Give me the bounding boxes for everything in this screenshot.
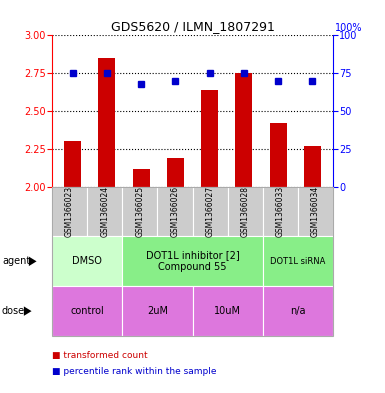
Text: GSM1366033: GSM1366033 xyxy=(276,186,285,237)
Bar xyxy=(132,169,150,187)
Polygon shape xyxy=(29,257,37,266)
Bar xyxy=(270,123,287,187)
Text: DOT1L siRNA: DOT1L siRNA xyxy=(270,257,326,266)
Polygon shape xyxy=(24,307,32,316)
Bar xyxy=(98,58,116,187)
Text: GSM1366024: GSM1366024 xyxy=(100,186,109,237)
Text: GSM1366025: GSM1366025 xyxy=(135,186,144,237)
Bar xyxy=(64,141,81,187)
Text: 10uM: 10uM xyxy=(214,306,241,316)
Text: GSM1366028: GSM1366028 xyxy=(241,186,250,237)
Bar xyxy=(304,146,321,187)
Bar xyxy=(201,90,218,187)
Text: GSM1366026: GSM1366026 xyxy=(171,186,179,237)
Text: 2uM: 2uM xyxy=(147,306,168,316)
Text: GSM1366034: GSM1366034 xyxy=(311,186,320,237)
Text: ■ transformed count: ■ transformed count xyxy=(52,351,147,360)
Text: ■ percentile rank within the sample: ■ percentile rank within the sample xyxy=(52,367,216,376)
Text: dose: dose xyxy=(2,306,25,316)
Bar xyxy=(235,73,253,187)
Text: DMSO: DMSO xyxy=(72,256,102,266)
Text: GSM1366023: GSM1366023 xyxy=(65,186,74,237)
Text: DOT1L inhibitor [2]
Compound 55: DOT1L inhibitor [2] Compound 55 xyxy=(146,251,239,272)
Bar xyxy=(167,158,184,187)
Text: GSM1366027: GSM1366027 xyxy=(206,186,214,237)
Text: n/a: n/a xyxy=(290,306,306,316)
Text: control: control xyxy=(70,306,104,316)
Title: GDS5620 / ILMN_1807291: GDS5620 / ILMN_1807291 xyxy=(110,20,275,33)
Text: 100%: 100% xyxy=(335,24,362,33)
Text: agent: agent xyxy=(2,256,30,266)
